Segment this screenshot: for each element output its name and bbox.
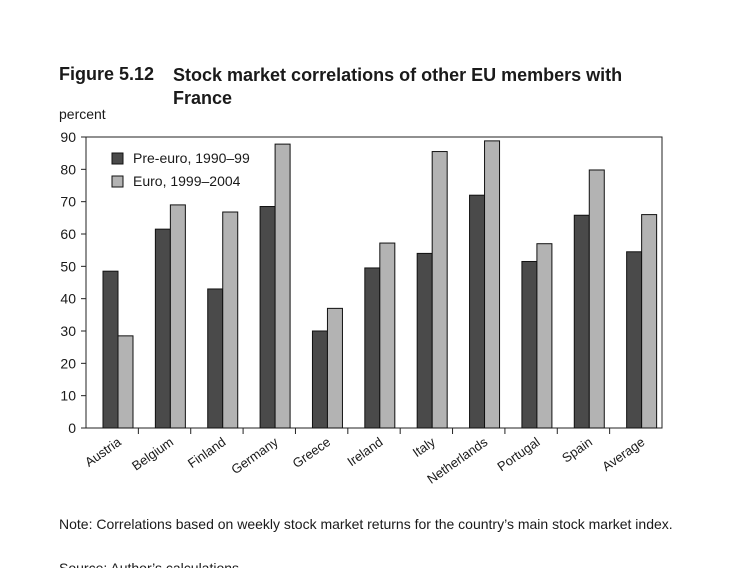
bar-euro-spain xyxy=(588,169,605,429)
bar-pre-euro-austria xyxy=(102,270,119,429)
legend-label: Euro, 1999–2004 xyxy=(133,173,241,189)
bar-euro-netherlands xyxy=(484,140,501,429)
bar-pre-euro-belgium xyxy=(154,228,171,429)
bar-euro-greece xyxy=(326,307,343,429)
bar-pre-euro-germany xyxy=(259,206,276,429)
bar-pre-euro-portugal xyxy=(521,260,538,429)
x-tick-label: Italy xyxy=(410,434,439,460)
figure-title: Stock market correlations of other EU me… xyxy=(173,65,623,108)
y-tick-label: 20 xyxy=(60,355,76,371)
bar-euro-germany xyxy=(274,143,291,429)
bar-euro-austria xyxy=(117,335,134,429)
figure-number: Figure 5.12 xyxy=(59,64,155,84)
chart-legend: Pre-euro, 1990–99 Euro, 1999–2004 xyxy=(111,150,250,189)
bar-euro-italy xyxy=(431,151,448,429)
bar-euro-belgium xyxy=(169,204,186,429)
y-tick-label: 40 xyxy=(60,291,76,307)
bar-euro-finland xyxy=(222,211,239,429)
x-tick-label: Austria xyxy=(82,434,124,470)
y-tick-label: 10 xyxy=(60,388,76,404)
x-tick-label: Belgium xyxy=(129,434,176,473)
x-tick-label: Portugal xyxy=(494,434,542,474)
bar-chart: 0 10 20 30 40 50 60 70 80 90 Austria Belgium Finland… xyxy=(60,129,663,487)
y-tick-label: 80 xyxy=(60,161,76,177)
x-tick-label: Germany xyxy=(228,434,281,477)
x-tick-label: Average xyxy=(599,434,647,474)
bar-pre-euro-average xyxy=(626,251,643,429)
bar-pre-euro-greece xyxy=(311,330,328,429)
chart-bars xyxy=(102,140,658,429)
y-axis-unit-label: percent xyxy=(59,106,106,122)
x-tick-label: Finland xyxy=(185,434,229,471)
y-tick-label: 0 xyxy=(68,420,76,436)
bar-pre-euro-finland xyxy=(207,288,224,429)
bar-pre-euro-netherlands xyxy=(469,194,486,429)
bar-pre-euro-spain xyxy=(573,214,590,429)
bar-pre-euro-italy xyxy=(416,252,433,429)
y-tick-label: 30 xyxy=(60,323,76,339)
x-tick-label: Greece xyxy=(290,434,334,471)
figure-source: Source: Author’s calculations. xyxy=(59,560,243,568)
bar-euro-average xyxy=(641,214,658,429)
x-tick-label: Spain xyxy=(559,434,595,465)
legend-swatch xyxy=(111,175,124,188)
x-tick-label: Ireland xyxy=(344,434,385,469)
y-tick-label: 70 xyxy=(60,194,76,210)
legend-swatch xyxy=(111,152,124,165)
bar-euro-portugal xyxy=(536,243,553,429)
figure-note: Note: Correlations based on weekly stock… xyxy=(59,516,673,532)
y-tick-label: 60 xyxy=(60,226,76,242)
legend-label: Pre-euro, 1990–99 xyxy=(133,150,250,166)
y-tick-label: 90 xyxy=(60,129,76,145)
bar-pre-euro-ireland xyxy=(364,267,381,429)
y-tick-label: 50 xyxy=(60,258,76,274)
bar-euro-ireland xyxy=(379,242,396,429)
